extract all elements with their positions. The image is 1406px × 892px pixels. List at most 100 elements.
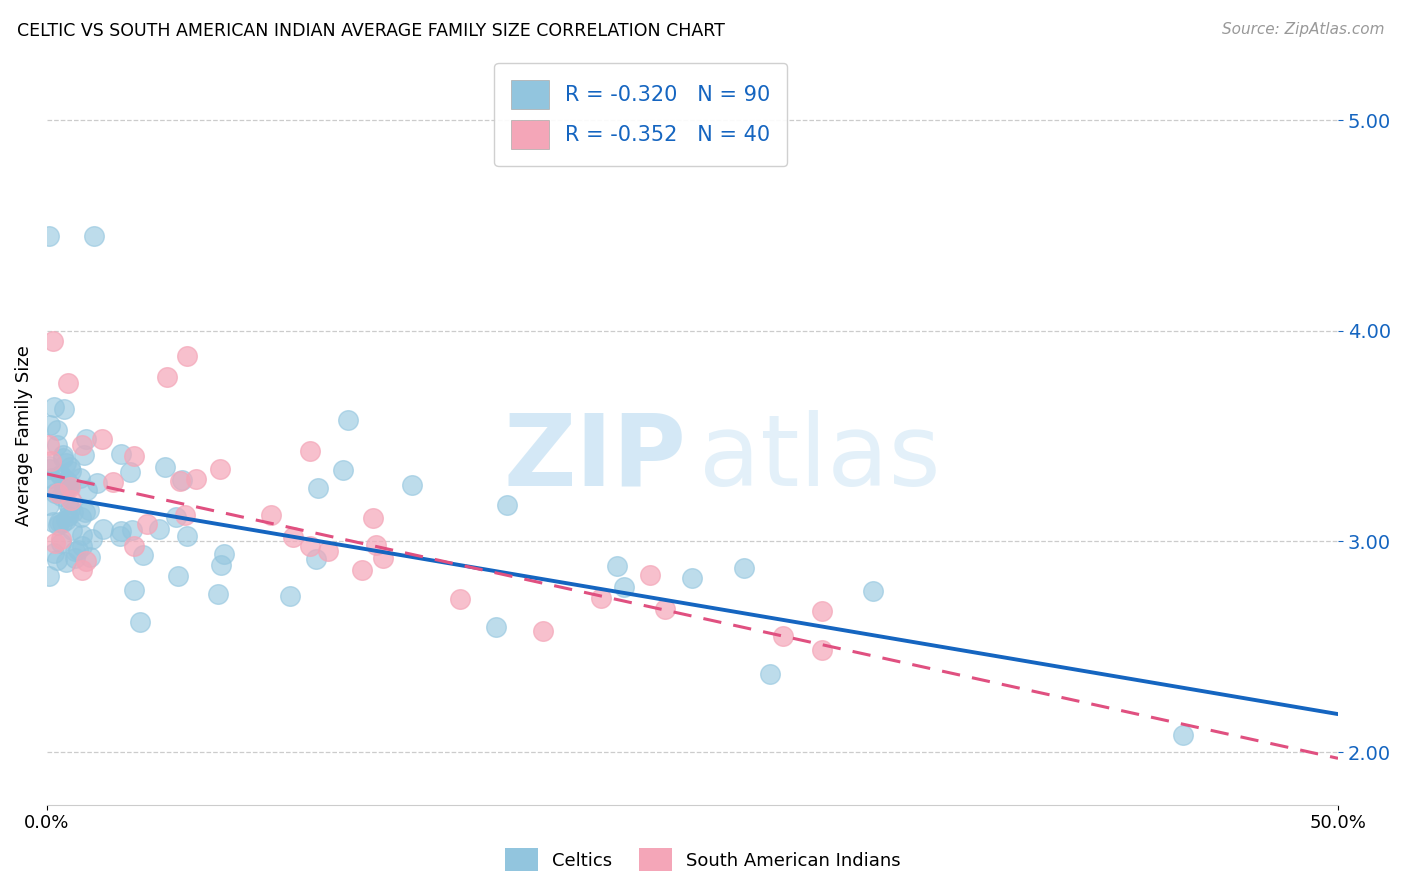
Point <box>260 508 283 522</box>
Point <box>38 438 60 452</box>
Point <box>42 516 65 530</box>
Point <box>59 459 82 474</box>
Point <box>122 539 145 553</box>
Point <box>305 552 328 566</box>
Point <box>39 454 62 468</box>
Point <box>44 535 66 549</box>
Point <box>148 522 170 536</box>
Point <box>45 423 67 437</box>
Point <box>332 463 354 477</box>
Point <box>110 524 132 539</box>
Point <box>38 417 60 432</box>
Point <box>606 558 628 573</box>
Point <box>682 571 704 585</box>
Point <box>75 505 97 519</box>
Point <box>167 569 190 583</box>
Point <box>810 604 832 618</box>
Point <box>51 468 73 483</box>
Point <box>59 501 82 516</box>
Point <box>38 479 60 493</box>
Point <box>401 478 423 492</box>
Point <box>53 475 76 489</box>
Point <box>44 401 66 415</box>
Point <box>44 486 66 500</box>
Point <box>58 376 80 390</box>
Point <box>59 480 82 494</box>
Y-axis label: Average Family Size: Average Family Size <box>15 345 32 526</box>
Point <box>75 553 97 567</box>
Point <box>176 349 198 363</box>
Point <box>46 518 69 533</box>
Point <box>76 483 98 497</box>
Point <box>1171 728 1194 742</box>
Point <box>49 533 72 547</box>
Point <box>733 561 755 575</box>
Point <box>531 624 554 639</box>
Point <box>52 448 75 462</box>
Point <box>772 629 794 643</box>
Point <box>591 591 613 606</box>
Point <box>209 558 232 572</box>
Point <box>307 482 329 496</box>
Text: Source: ZipAtlas.com: Source: ZipAtlas.com <box>1222 22 1385 37</box>
Point <box>118 465 141 479</box>
Point <box>101 475 124 489</box>
Text: atlas: atlas <box>699 409 941 507</box>
Point <box>862 584 884 599</box>
Point <box>122 582 145 597</box>
Point <box>298 444 321 458</box>
Point <box>70 528 93 542</box>
Point <box>46 486 69 500</box>
Point <box>59 492 82 507</box>
Point <box>75 432 97 446</box>
Point <box>810 643 832 657</box>
Point <box>69 471 91 485</box>
Point <box>298 539 321 553</box>
Point <box>58 497 80 511</box>
Point <box>174 508 197 522</box>
Point <box>79 549 101 564</box>
Point <box>63 550 86 565</box>
Legend: Celtics, South American Indians: Celtics, South American Indians <box>498 841 908 879</box>
Point <box>49 468 72 483</box>
Point <box>51 516 73 530</box>
Legend: R = -0.320   N = 90, R = -0.352   N = 40: R = -0.320 N = 90, R = -0.352 N = 40 <box>495 63 787 166</box>
Point <box>361 511 384 525</box>
Text: ZIP: ZIP <box>503 409 686 507</box>
Point <box>38 459 60 474</box>
Point <box>449 592 471 607</box>
Point <box>77 503 100 517</box>
Point <box>53 480 76 494</box>
Point <box>70 438 93 452</box>
Point <box>39 471 62 485</box>
Point <box>67 542 90 557</box>
Point <box>153 459 176 474</box>
Point <box>184 472 207 486</box>
Point <box>91 522 114 536</box>
Point <box>62 505 84 519</box>
Point <box>72 539 94 553</box>
Point <box>371 551 394 566</box>
Point <box>82 532 104 546</box>
Point <box>212 547 235 561</box>
Point <box>38 462 60 476</box>
Point <box>169 474 191 488</box>
Point <box>70 510 93 524</box>
Point <box>283 530 305 544</box>
Point <box>128 615 150 629</box>
Point <box>42 546 65 560</box>
Point <box>613 580 636 594</box>
Point <box>352 563 374 577</box>
Point <box>52 402 75 417</box>
Point <box>759 666 782 681</box>
Point <box>49 489 72 503</box>
Point <box>136 516 159 531</box>
Point <box>654 602 676 616</box>
Point <box>176 529 198 543</box>
Point <box>91 432 114 446</box>
Point <box>165 509 187 524</box>
Point <box>156 370 179 384</box>
Point <box>336 413 359 427</box>
Point <box>42 334 65 349</box>
Point <box>209 461 232 475</box>
